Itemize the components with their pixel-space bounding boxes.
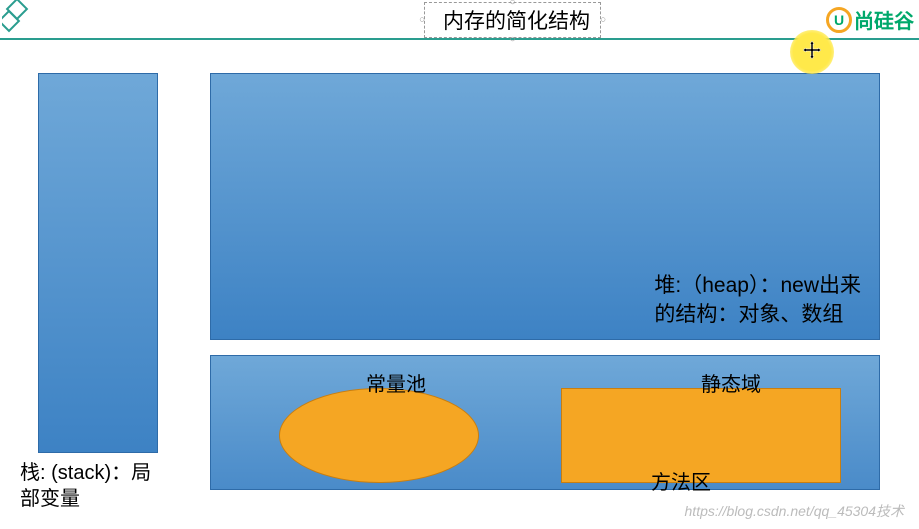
heap-label: 堆:（heap）：new出来的结构：对象、数组	[654, 272, 861, 329]
stack-region	[38, 73, 158, 453]
page-title: 内存的简化结构	[443, 10, 590, 33]
constant-pool-label: 常量池	[366, 368, 426, 397]
constant-pool-shape	[279, 388, 479, 483]
logo-u-icon: U	[826, 7, 852, 33]
stack-label: 栈: (stack)：局部变量	[20, 460, 151, 512]
brand-logo: U 尚硅谷	[826, 5, 914, 34]
static-area-label: 静态域	[701, 368, 761, 397]
selection-handle-icon: ○	[509, 0, 515, 8]
move-cursor-icon	[802, 40, 822, 65]
cursor-highlight	[790, 30, 834, 74]
method-area-region: 常量池 静态域 方法区	[210, 355, 880, 490]
diamond-icon	[2, 0, 38, 41]
method-area-label: 方法区	[651, 466, 711, 495]
header-bar: ○ ○ 内存的简化结构 U 尚硅谷	[0, 0, 919, 40]
selection-handle-icon: ○	[509, 34, 515, 45]
title-selection-box[interactable]: ○ ○ 内存的简化结构	[424, 2, 601, 38]
heap-region: 堆:（heap）：new出来的结构：对象、数组	[210, 73, 880, 340]
watermark-text: https://blog.csdn.net/qq_45304技术	[685, 501, 904, 521]
logo-text: 尚硅谷	[854, 5, 914, 34]
